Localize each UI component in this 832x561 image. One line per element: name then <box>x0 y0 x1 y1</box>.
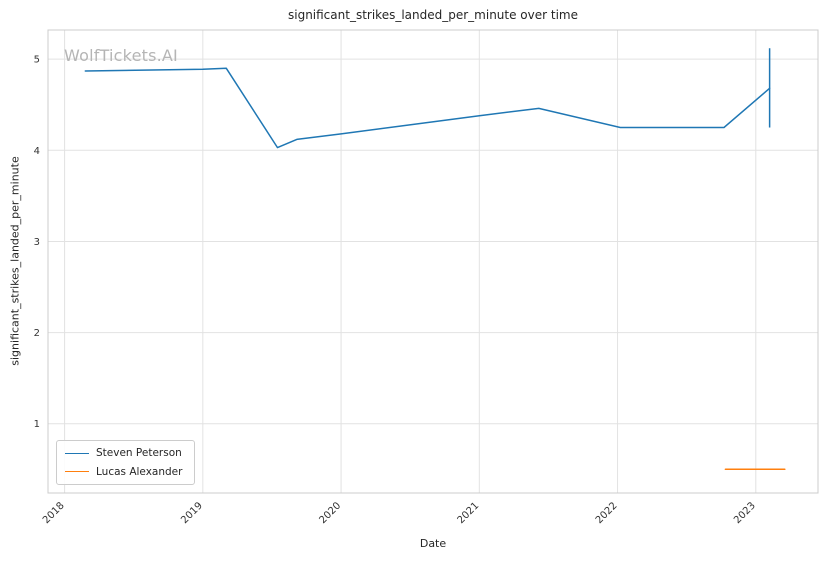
x-tick-label: 2021 <box>456 500 482 526</box>
y-tick-label: 5 <box>34 55 40 66</box>
x-tick-label: 2020 <box>317 500 343 526</box>
legend-swatch <box>65 452 89 454</box>
legend-swatch <box>65 471 89 473</box>
x-tick-label: 2018 <box>41 500 67 526</box>
legend-label: Steven Peterson <box>96 447 182 459</box>
watermark: WolfTickets.AI <box>64 46 178 65</box>
chart-title: significant_strikes_landed_per_minute ov… <box>287 8 578 22</box>
y-tick-label: 4 <box>34 146 40 157</box>
y-tick-label: 3 <box>34 237 40 248</box>
y-axis-label: significant_strikes_landed_per_minute <box>8 156 22 366</box>
y-tick-label: 2 <box>34 328 40 339</box>
x-tick-label: 2023 <box>732 500 758 526</box>
legend-item: Steven Peterson <box>65 447 182 460</box>
plot-border <box>47 29 819 494</box>
legend-item: Lucas Alexander <box>65 466 182 479</box>
legend-label: Lucas Alexander <box>96 465 183 478</box>
y-tick-label: 1 <box>34 419 40 430</box>
x-axis-label: Date <box>419 537 447 550</box>
x-tick-label: 2019 <box>179 500 205 526</box>
legend: Steven Peterson Lucas Alexander <box>56 440 196 486</box>
x-tick-label: 2022 <box>594 500 620 526</box>
series-line-0 <box>84 67 771 149</box>
